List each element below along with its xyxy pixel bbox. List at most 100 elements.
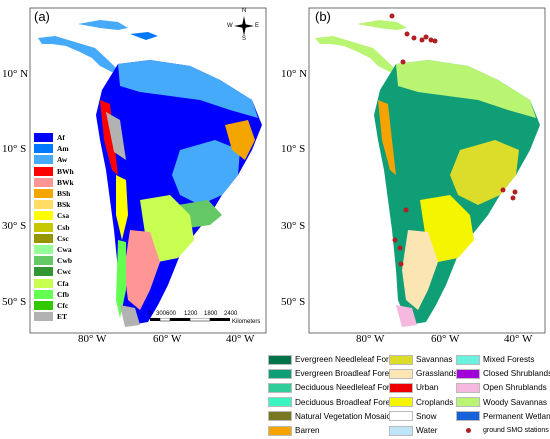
lon-label-40w-b: 40° W <box>504 333 533 345</box>
lon-label-80w: 80° W <box>78 333 107 345</box>
legend-code: Csb <box>57 222 70 232</box>
legend-label: Water <box>416 426 438 435</box>
smo-station-marker <box>432 38 438 44</box>
tierra-del-fuego-shrub <box>396 305 417 327</box>
panel-b-map-svg <box>308 7 546 334</box>
legend-swatch <box>268 368 292 379</box>
panel-b-label: (b) <box>315 9 331 24</box>
smo-station-marker <box>392 237 398 243</box>
smo-station-marker <box>500 187 506 193</box>
legend-swatch <box>389 425 413 436</box>
scale-unit: Kilometers <box>232 319 261 325</box>
panel-a-label: (a) <box>34 9 50 24</box>
landcover-legend-item: Barren <box>268 425 320 436</box>
legend-swatch <box>268 425 292 436</box>
legend-swatch <box>389 397 413 408</box>
legend-swatch <box>456 426 480 436</box>
scale-tick-600: 600 <box>166 311 177 317</box>
central-america-shape-b <box>315 36 396 72</box>
compass-e: E <box>255 23 260 29</box>
legend-code: Am <box>57 144 69 154</box>
legend-label: Snow <box>416 411 437 421</box>
legend-label: Closed Shrublands <box>483 369 550 379</box>
station-marker-icon <box>465 428 471 433</box>
legend-swatch <box>456 382 480 393</box>
andes-et <box>106 112 126 160</box>
scale-tick-300: 300 <box>156 311 167 317</box>
koppen-legend-item: Cwc <box>34 267 72 277</box>
legend-swatch <box>34 245 53 254</box>
patagonia-bwk <box>124 230 160 310</box>
coastal-bwh <box>100 100 118 175</box>
cuba-shape-b <box>357 20 407 30</box>
legend-code: BWh <box>57 166 74 176</box>
landcover-legend-item: Open Shrublands <box>456 382 547 393</box>
legend-code: Cwb <box>57 256 73 266</box>
legend-swatch <box>34 200 53 210</box>
koppen-legend-item: Cfa <box>34 278 69 288</box>
lon-label-60w: 60° W <box>153 333 182 345</box>
koppen-legend-item: Af <box>34 133 65 142</box>
legend-swatch <box>389 354 413 365</box>
landcover-legend-item: Grasslands <box>389 368 457 379</box>
panel-a-map-svg <box>29 7 267 334</box>
patagonia-grasslands <box>402 230 438 310</box>
legend-label: Savannas <box>416 355 453 364</box>
scale-bar-graphic <box>150 318 230 322</box>
lon-label-40w: 40° W <box>226 333 255 345</box>
legend-code: Cfa <box>57 278 69 288</box>
scale-tick-1200: 1200 <box>184 311 198 317</box>
legend-swatch <box>34 211 53 221</box>
smo-station-marker <box>411 35 417 41</box>
legend-swatch <box>34 278 53 288</box>
koppen-legend-item: BSk <box>34 200 70 210</box>
legend-code: Csa <box>57 211 70 221</box>
koppen-legend-item: Csc <box>34 233 69 243</box>
northern-woody-savanna <box>396 60 536 118</box>
lat-label-50s-b: 50° S <box>281 296 306 308</box>
legend-swatch <box>268 397 292 408</box>
smo-station-marker <box>512 189 518 195</box>
koppen-legend-item: Cwb <box>34 256 73 266</box>
legend-swatch <box>268 382 292 393</box>
koppen-legend-item: Csb <box>34 222 70 232</box>
atacama-barren <box>378 100 396 175</box>
legend-code: Af <box>57 133 65 142</box>
legend-swatch <box>34 301 53 310</box>
legend-code: Cwc <box>57 267 72 277</box>
lat-label-30s-b: 30° S <box>281 220 306 232</box>
scale-tick-1800: 1800 <box>204 311 218 317</box>
tierra-del-fuego-et <box>120 305 140 327</box>
legend-swatch <box>456 354 480 365</box>
koppen-legend-item: Cwa <box>34 245 72 254</box>
legend-swatch <box>34 133 53 142</box>
koppen-legend-item: Am <box>34 144 69 154</box>
legend-swatch <box>268 411 292 422</box>
legend-swatch <box>456 368 480 379</box>
legend-label: Evergreen Needleleaf Forests <box>295 355 404 364</box>
legend-swatch <box>34 144 53 154</box>
chile-csa <box>116 175 128 240</box>
landcover-legend-item: Croplands <box>389 397 453 408</box>
legend-code: BWk <box>57 177 74 187</box>
compass-w: W <box>227 23 233 29</box>
legend-swatch <box>34 256 53 266</box>
landcover-legend-item: Evergreen Broadleaf Forests <box>268 368 400 379</box>
legend-code: ET <box>57 312 68 322</box>
legend-label: Urban <box>416 383 439 393</box>
koppen-legend-item: BWk <box>34 177 74 187</box>
smo-station-marker <box>403 207 409 213</box>
legend-swatch <box>34 222 53 232</box>
koppen-legend-item: Aw <box>34 155 67 165</box>
legend-label: Deciduous Needleleaf Forests <box>295 383 405 393</box>
legend-swatch <box>34 189 53 198</box>
smo-station-marker <box>398 261 404 267</box>
legend-label: Deciduous Broadleaf Forests <box>295 397 401 407</box>
legend-label: Permanent Wetlands <box>483 411 550 421</box>
legend-swatch <box>34 289 53 299</box>
legend-label: Barren <box>295 426 320 435</box>
panel-b-landcover-map: (b) 10° N 10° S 30° S 50° S 80° W 60° W … <box>275 0 550 345</box>
legend-swatch <box>456 411 480 422</box>
smo-station-marker <box>389 13 395 19</box>
lat-label-10s: 10° S <box>2 143 27 155</box>
